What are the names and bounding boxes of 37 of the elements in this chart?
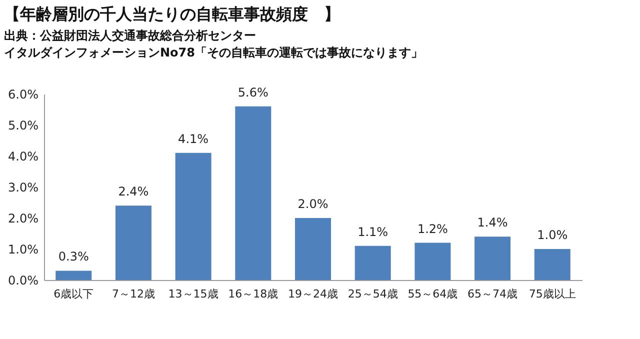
data-label: 1.2% — [417, 222, 448, 236]
data-label: 4.1% — [178, 132, 209, 146]
x-tick-label: 25～54歳 — [348, 288, 398, 300]
data-label: 2.4% — [118, 184, 149, 199]
data-label: 1.0% — [537, 228, 568, 242]
bar — [235, 106, 272, 280]
x-tick-label: 19～24歳 — [288, 288, 338, 300]
bar — [295, 218, 331, 280]
y-tick-label: 2.0% — [8, 212, 38, 226]
y-tick-label: 0.0% — [8, 274, 38, 288]
data-label: 2.0% — [298, 197, 328, 211]
y-tick-label: 4.0% — [8, 150, 38, 164]
text: イタルダインフォメーションNo78「その自転車の運転では事故になります」 — [4, 45, 423, 60]
y-tick-label: 1.0% — [8, 242, 38, 256]
bar — [115, 206, 152, 280]
data-label: 0.3% — [58, 250, 89, 264]
x-tick-label: 55～64歳 — [408, 288, 458, 300]
bar — [56, 270, 92, 280]
x-tick-label: 7～12歳 — [112, 288, 155, 300]
x-tick-label: 75歳以上 — [528, 288, 576, 300]
bar — [414, 242, 451, 280]
source-note: 出典：公益財団法人交通事故総合分析センター — [4, 28, 256, 42]
x-tick-label: 13～15歳 — [168, 288, 218, 300]
bar — [474, 236, 511, 280]
bar — [175, 152, 212, 280]
data-label: 1.1% — [358, 224, 388, 239]
bar — [534, 249, 570, 280]
y-tick-label: 3.0% — [8, 180, 38, 194]
bar — [354, 246, 391, 280]
data-label: 5.6% — [238, 85, 268, 100]
x-tick-label: 65～74歳 — [468, 288, 518, 300]
y-tick-label: 6.0% — [8, 88, 38, 102]
chart-title: 【年齢層別の千人当たりの自転車事故頻度 】 — [4, 4, 340, 24]
y-tick-label: 5.0% — [8, 118, 38, 132]
x-tick-label: 6歳以下 — [54, 288, 94, 300]
data-label: 1.4% — [477, 216, 508, 230]
x-tick-label: 16～18歳 — [228, 288, 278, 300]
